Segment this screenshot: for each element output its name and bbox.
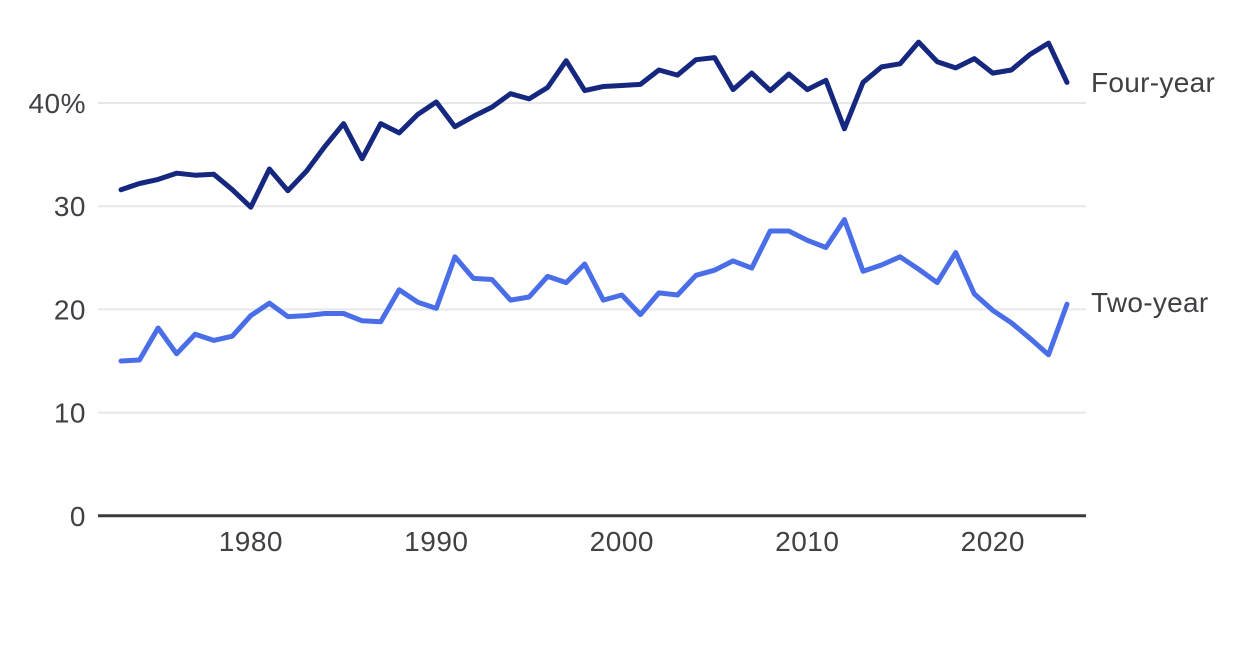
y-axis-labels: 40% 30 20 10 0	[28, 88, 86, 532]
y-tick-label: 40%	[28, 88, 86, 119]
y-tick-label: 10	[54, 398, 86, 429]
x-tick-label: 2010	[775, 526, 839, 557]
y-tick-label: 30	[54, 191, 86, 222]
x-axis-labels: 1980 1990 2000 2010 2020	[219, 526, 1025, 557]
gridlines	[98, 102, 1086, 518]
series-label-two-year: Two-year	[1091, 287, 1209, 318]
series-label-four-year: Four-year	[1091, 67, 1216, 98]
x-tick-label: 2000	[590, 526, 654, 557]
series-lines	[118, 39, 1070, 364]
y-tick-label: 20	[54, 294, 86, 325]
two-year-line	[118, 217, 1070, 364]
four-year-line	[118, 39, 1070, 210]
y-tick-label: 0	[70, 501, 86, 532]
x-tick-label: 1990	[404, 526, 468, 557]
x-tick-label: 1980	[219, 526, 283, 557]
x-tick-label: 2020	[961, 526, 1025, 557]
